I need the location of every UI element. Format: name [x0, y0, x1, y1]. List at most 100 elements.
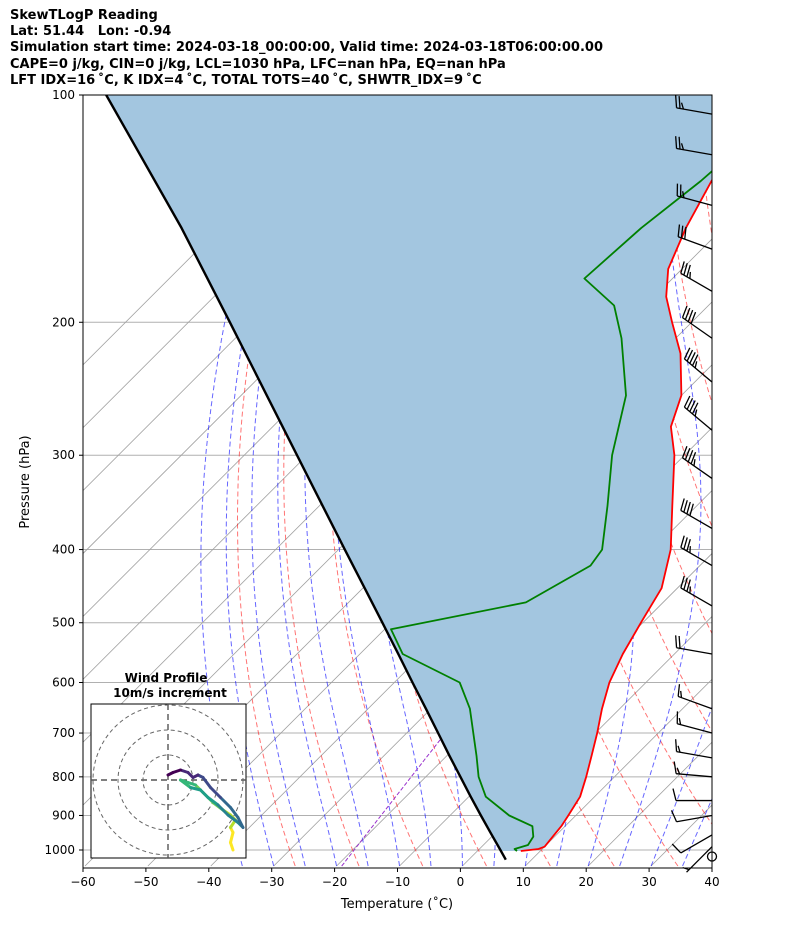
barb-staff: [677, 695, 713, 710]
wind-barb: [680, 575, 713, 607]
wind-barb: [673, 761, 713, 778]
dry-adiabat: [237, 95, 308, 867]
y-tick-label: 800: [52, 770, 75, 784]
barb-feather: [687, 450, 694, 463]
axes: −60 −50 −40 −30 −20 −10 0 10 20 30 40 100 200 300 400 5…: [44, 88, 719, 889]
barb-feather: [683, 500, 688, 513]
barb-feather: [687, 309, 694, 322]
moist-adiabat: [225, 95, 304, 867]
barb-feather: [675, 739, 678, 752]
barb-staff: [682, 457, 713, 479]
barb-feather: [680, 498, 685, 511]
hodograph-segment: [229, 831, 235, 844]
y-tick-label: 100: [52, 88, 75, 102]
y-tick-label: 1000: [44, 843, 75, 857]
barb-feather: [680, 261, 685, 274]
barb-staff: [680, 272, 713, 292]
barb-feather: [677, 684, 681, 697]
barb-feather: [678, 136, 681, 150]
wind-barb: [681, 305, 713, 339]
barb-feather: [680, 535, 685, 548]
hodograph-inset: Wind Profile 10m/s increment: [90, 671, 247, 859]
barb-feather: [678, 96, 681, 109]
x-tick-label: −60: [70, 875, 95, 889]
barb-feather: [683, 263, 688, 276]
hodograph-segment: [209, 786, 222, 799]
indices-line: LFT IDX=16 ˚C, K IDX=4 ˚C, TOTAL TOTS=40…: [10, 72, 482, 88]
wind-barbs: [670, 95, 718, 873]
barb-feather: [671, 843, 682, 854]
y-tick-label: 700: [52, 726, 75, 740]
wind-barb: [676, 711, 713, 734]
barb-feather: [676, 767, 681, 775]
barb-feather: [686, 349, 694, 362]
barb-staff: [677, 236, 713, 250]
y-tick-label: 900: [52, 808, 75, 822]
hodograph-segment: [226, 813, 240, 824]
wind-barb: [683, 347, 713, 383]
barb-feather: [680, 575, 685, 589]
hodograph-segment: [179, 778, 192, 789]
hodograph-ring: [142, 754, 194, 806]
hodograph-ring: [92, 704, 244, 856]
x-tick-label: −30: [259, 875, 284, 889]
hodograph-segment: [206, 796, 220, 807]
barb-feather: [689, 503, 694, 516]
location-line: Lat: 51.44 Lon: -0.94: [10, 24, 172, 40]
barb-staff: [684, 358, 713, 383]
wind-barb: [675, 95, 713, 115]
wind-barb: [670, 810, 713, 823]
barb-feather: [681, 445, 688, 459]
barb-feather: [689, 400, 696, 412]
hodograph-segment: [229, 806, 240, 819]
barb-feather: [686, 264, 691, 278]
hodograph-segment: [189, 786, 202, 792]
wind-barb: [677, 224, 713, 250]
barb-staff: [680, 587, 713, 607]
dry-adiabat: [697, 95, 712, 238]
dewpoint-line: [390, 170, 712, 852]
barb-feather: [680, 690, 683, 698]
y-tick-label: 300: [52, 448, 75, 462]
barb-feather: [689, 352, 696, 364]
wind-barb: [680, 535, 713, 567]
x-tick-label: −40: [196, 875, 221, 889]
barb-staff: [676, 814, 713, 823]
wind-barb: [671, 834, 713, 854]
moist-adiabat: [251, 95, 321, 867]
x-tick-label: 40: [704, 875, 719, 889]
wind-barb: [675, 739, 713, 759]
barb-staff: [684, 406, 713, 431]
barb-feather: [678, 635, 681, 649]
chart-header: SkewTLogP Reading Lat: 51.44 Lon: -0.94 …: [10, 8, 603, 89]
x-tick-label: −50: [133, 875, 158, 889]
hodograph-segment: [216, 803, 230, 817]
y-axis-label: Pressure (hPa): [18, 435, 33, 528]
x-tick-label: −20: [322, 875, 347, 889]
barb-staff: [677, 195, 713, 206]
barb-feather: [675, 635, 678, 648]
wind-barb: [672, 788, 712, 802]
moist-adiabat: [682, 797, 712, 867]
barb-feather: [680, 225, 684, 239]
barb-feather: [675, 95, 678, 108]
barb-feather: [672, 788, 677, 801]
wind-barb: [683, 395, 713, 431]
barb-feather: [686, 579, 691, 592]
hodograph-plot: [91, 704, 246, 858]
barb-feather: [691, 402, 699, 415]
hodograph-segment: [166, 771, 175, 777]
barb-feather: [684, 307, 691, 320]
barb-feather: [691, 354, 699, 366]
x-tick-label: 0: [457, 875, 465, 889]
moist-adiabat: [714, 95, 794, 866]
moist-adiabat: [619, 95, 702, 867]
barb-staff: [680, 509, 713, 529]
barb-feather: [677, 745, 681, 753]
barb-feather: [683, 395, 691, 408]
barb-staff: [676, 107, 713, 115]
wind-barb: [677, 684, 713, 710]
dry-adiabat: [731, 95, 794, 866]
hodograph-segment: [199, 788, 210, 799]
